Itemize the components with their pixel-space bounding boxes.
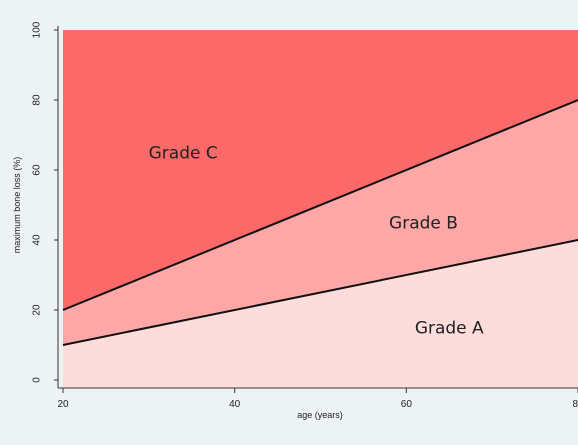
y-tick-label-100: 100: [32, 21, 43, 38]
region-grade-b: [63, 100, 578, 345]
y-tick-label-40: 40: [32, 234, 43, 246]
boundary-line-1: [62, 239, 578, 346]
axes: [54, 26, 578, 393]
region-grade-c: [63, 30, 578, 310]
labels: 0 20 40 60 80 100 20 40 60 80 age (years) maximum b…: [12, 21, 578, 420]
x-tick-label-60: 60: [401, 399, 413, 410]
x-tick-label-40: 40: [229, 399, 241, 410]
y-tick-label-0: 0: [32, 377, 43, 383]
y-tick-label-20: 20: [32, 304, 43, 316]
x-tick-label-20: 20: [57, 399, 69, 410]
y-tick-label-60: 60: [32, 164, 43, 176]
y-axis-label: maximum bone loss (%): [12, 157, 22, 254]
region-grade-a-margin: [63, 380, 578, 388]
boundary-lines: [62, 99, 578, 346]
region-label-grade-c: Grade C: [149, 143, 218, 163]
x-axis-label: age (years): [297, 410, 343, 420]
region-label-grade-a: Grade A: [415, 318, 484, 338]
plot-regions: [63, 30, 578, 388]
boundary-line-2: [62, 99, 578, 311]
y-tick-label-80: 80: [32, 94, 43, 106]
region-label-grade-b: Grade B: [389, 213, 458, 233]
x-tick-label-80: 80: [572, 399, 578, 410]
region-grade-a: [63, 240, 578, 380]
